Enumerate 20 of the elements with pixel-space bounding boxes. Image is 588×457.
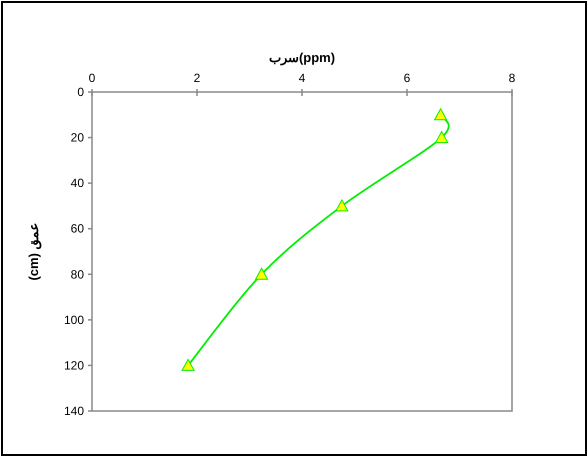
y-tick-label: 60 <box>70 222 84 236</box>
x-tick-label: 4 <box>298 71 306 85</box>
y-tick-label: 140 <box>64 404 84 418</box>
x-tick-label: 2 <box>194 71 201 85</box>
x-axis-title: سرب(ppm) <box>268 50 336 66</box>
y-tick-label: 120 <box>64 358 84 372</box>
point <box>434 108 448 120</box>
point <box>435 131 448 144</box>
point <box>335 199 348 212</box>
y-tick-label: 100 <box>64 312 84 327</box>
y-tick-label: 0 <box>77 85 84 99</box>
x-tick-label: 8 <box>508 71 516 85</box>
x-tick-label: 6 <box>404 71 411 85</box>
y-tick-label: 20 <box>70 130 84 145</box>
point <box>182 358 195 371</box>
y-axis-title: (cm) عمق <box>26 222 42 281</box>
point <box>255 268 268 280</box>
y-tick-label: 80 <box>70 267 84 282</box>
x-tick-label: 0 <box>88 71 96 85</box>
y-tick-label: 40 <box>70 176 84 190</box>
